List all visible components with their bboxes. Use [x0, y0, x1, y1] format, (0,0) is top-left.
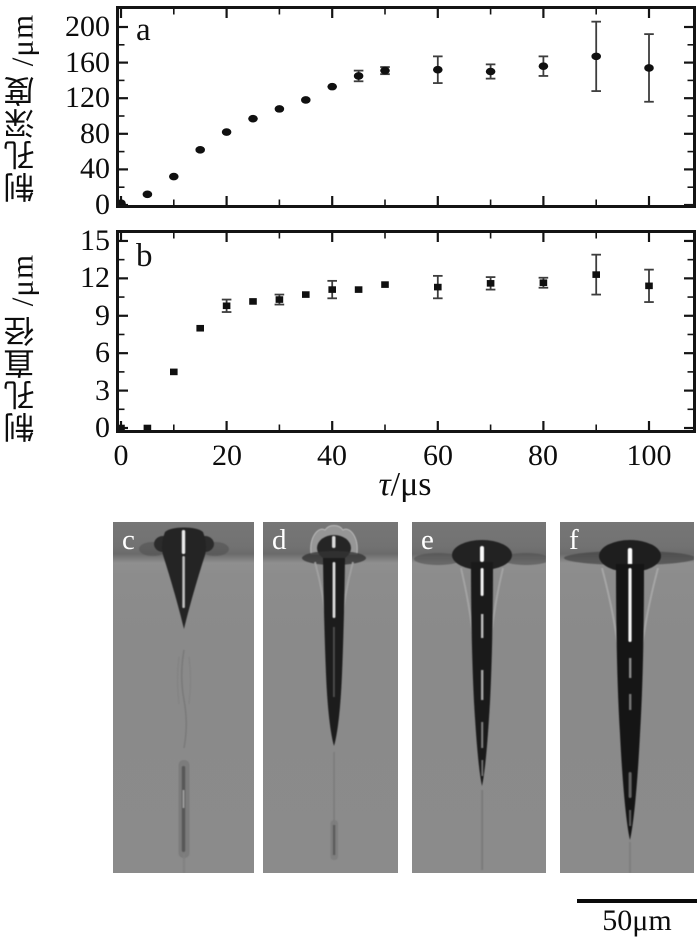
panel-a-plot	[116, 6, 696, 208]
y-tick-label-panel-a: 80	[80, 117, 110, 150]
panel-b-plot	[116, 230, 696, 433]
panel-b-chart	[119, 233, 693, 430]
x-tick-label: 100	[626, 439, 672, 472]
x-tick-label: 80	[528, 439, 558, 472]
x-tick-label: 0	[113, 439, 129, 472]
y-tick-label-panel-a: 200	[65, 10, 110, 43]
x-tick-label: 60	[423, 439, 453, 472]
panel-a-chart	[119, 9, 693, 205]
y-tick-label-panel-b: 6	[95, 336, 110, 369]
y-tick-label-panel-b: 15	[80, 224, 110, 257]
micrograph-hole-f	[564, 540, 694, 873]
micrograph-e: e	[412, 522, 546, 873]
micrograph-hole-e	[414, 540, 546, 870]
panel-a-letter: a	[136, 12, 151, 48]
scale-bar-line	[577, 899, 697, 903]
micrograph-hole-c	[139, 527, 229, 873]
x-axis-title-tau: τ	[378, 466, 391, 503]
micrograph-f: f	[560, 522, 694, 873]
x-axis-title: τ/μs	[330, 466, 480, 504]
micrograph-f-letter: f	[569, 524, 579, 556]
y-tick-label-panel-b: 12	[80, 261, 110, 294]
y-tick-label-panel-b: 0	[95, 411, 110, 444]
y-tick-label-panel-b: 9	[95, 299, 110, 332]
micrograph-d: d	[263, 522, 398, 873]
y-tick-label-panel-a: 160	[65, 46, 110, 79]
micrograph-d-letter: d	[272, 524, 287, 556]
scale-bar-label: 50μm	[602, 904, 672, 937]
micrograph-hole-d	[302, 525, 366, 860]
y-tick-label-panel-a: 0	[95, 188, 110, 221]
y-tick-label-panel-a: 120	[65, 81, 110, 114]
panel-b-letter: b	[136, 238, 153, 274]
x-tick-label: 20	[212, 439, 242, 472]
micrograph-c: c	[113, 522, 254, 873]
micrograph-e-letter: e	[421, 524, 434, 556]
x-axis-title-unit: /μs	[390, 466, 432, 503]
y-tick-label-panel-a: 40	[80, 152, 110, 185]
x-tick-label: 40	[317, 439, 347, 472]
y-tick-label-panel-b: 3	[95, 374, 110, 407]
micrograph-c-letter: c	[122, 524, 135, 556]
